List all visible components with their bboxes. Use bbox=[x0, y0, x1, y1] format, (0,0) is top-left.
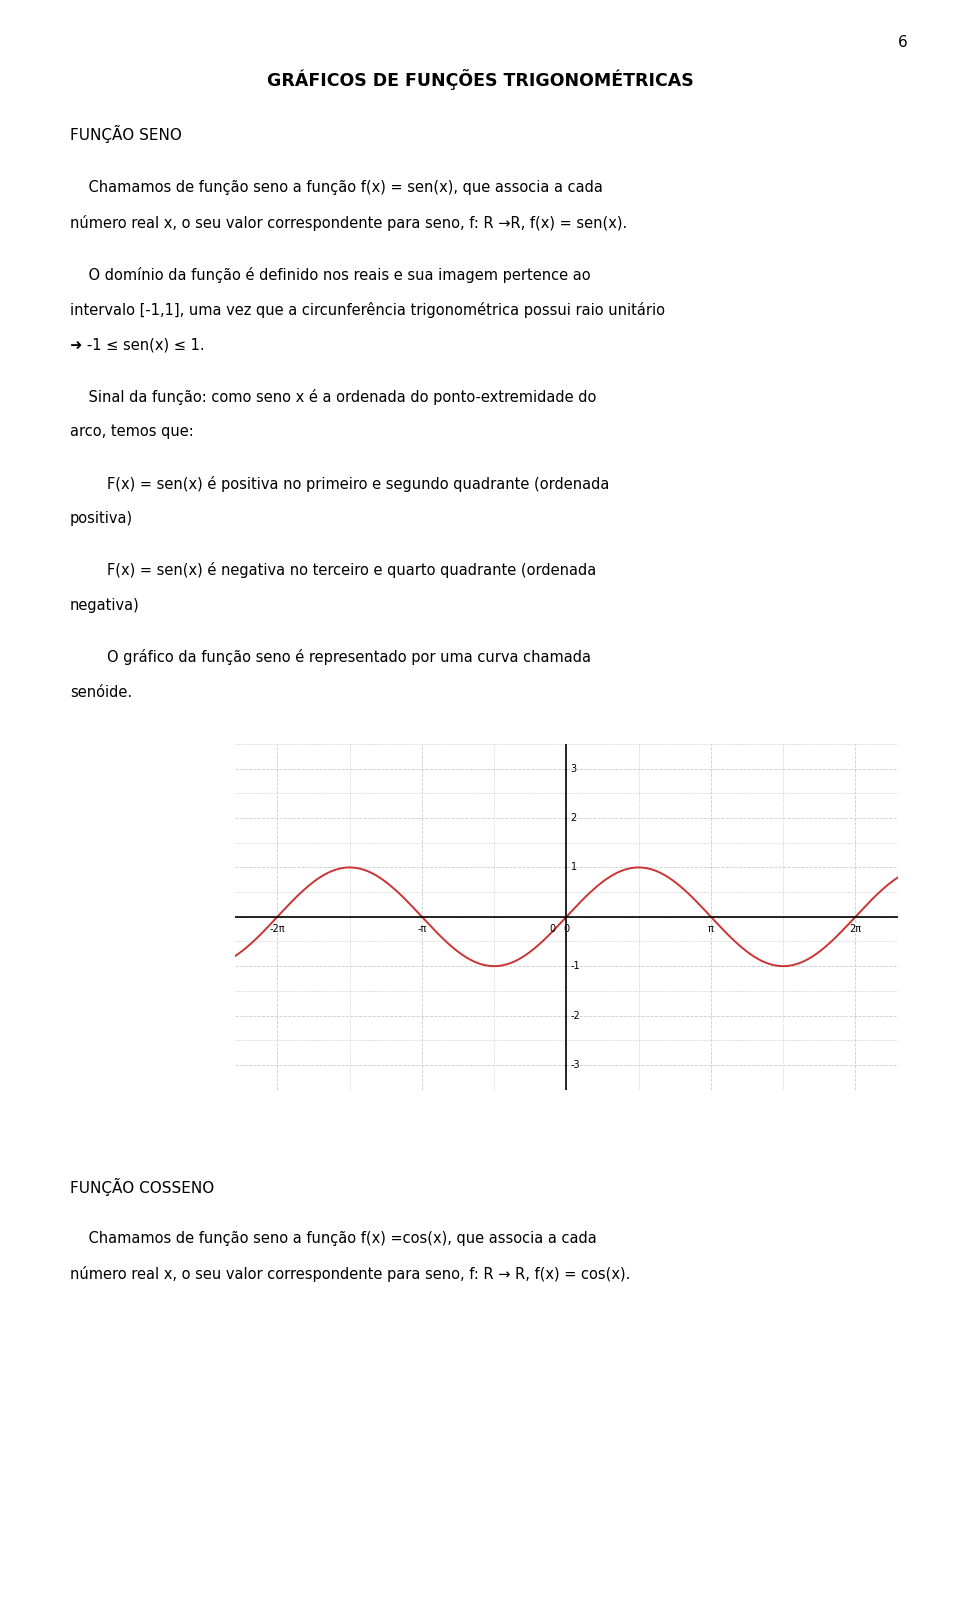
Text: π: π bbox=[708, 924, 714, 934]
Text: F(x) = sen(x) é positiva no primeiro e segundo quadrante (ordenada: F(x) = sen(x) é positiva no primeiro e s… bbox=[70, 476, 610, 492]
Text: -3: -3 bbox=[570, 1061, 580, 1070]
Text: Sinal da função: como seno x é a ordenada do ponto-extremidade do: Sinal da função: como seno x é a ordenad… bbox=[70, 389, 596, 405]
Text: O gráfico da função seno é representado por uma curva chamada: O gráfico da função seno é representado … bbox=[70, 649, 591, 665]
Text: GRÁFICOS DE FUNÇÕES TRIGONOMÉTRICAS: GRÁFICOS DE FUNÇÕES TRIGONOMÉTRICAS bbox=[267, 69, 693, 90]
Text: -2: -2 bbox=[570, 1011, 580, 1020]
Text: 3: 3 bbox=[570, 763, 577, 773]
Text: O domínio da função é definido nos reais e sua imagem pertence ao: O domínio da função é definido nos reais… bbox=[70, 267, 590, 283]
Text: 0: 0 bbox=[564, 924, 569, 934]
Text: número real x, o seu valor correspondente para seno, f: R →R, f(x) = sen(x).: número real x, o seu valor correspondent… bbox=[70, 215, 627, 231]
Text: Chamamos de função seno a função f(x) = sen(x), que associa a cada: Chamamos de função seno a função f(x) = … bbox=[70, 180, 603, 194]
Text: negativa): negativa) bbox=[70, 598, 140, 612]
Text: 6: 6 bbox=[898, 34, 907, 50]
Text: 2π: 2π bbox=[850, 924, 861, 934]
Text: arco, temos que:: arco, temos que: bbox=[70, 424, 194, 439]
Text: senóide.: senóide. bbox=[70, 685, 132, 699]
Text: número real x, o seu valor correspondente para seno, f: R → R, f(x) = cos(x).: número real x, o seu valor correspondent… bbox=[70, 1266, 631, 1282]
Text: positiva): positiva) bbox=[70, 511, 133, 525]
Text: -2π: -2π bbox=[270, 924, 285, 934]
Text: 2: 2 bbox=[570, 813, 577, 823]
Text: ➜ -1 ≤ sen(x) ≤ 1.: ➜ -1 ≤ sen(x) ≤ 1. bbox=[70, 337, 204, 352]
Text: -1: -1 bbox=[570, 961, 580, 971]
Text: FUNÇÃO COSSENO: FUNÇÃO COSSENO bbox=[70, 1178, 214, 1196]
Text: intervalo [-1,1], uma vez que a circunferência trigonométrica possui raio unitár: intervalo [-1,1], uma vez que a circunfe… bbox=[70, 302, 665, 318]
Text: F(x) = sen(x) é negativa no terceiro e quarto quadrante (ordenada: F(x) = sen(x) é negativa no terceiro e q… bbox=[70, 562, 596, 579]
Text: -π: -π bbox=[418, 924, 426, 934]
Text: FUNÇÃO SENO: FUNÇÃO SENO bbox=[70, 125, 182, 143]
Text: 1: 1 bbox=[570, 863, 577, 873]
Text: Chamamos de função seno a função f(x) =cos(x), que associa a cada: Chamamos de função seno a função f(x) =c… bbox=[70, 1231, 597, 1245]
Text: 0: 0 bbox=[549, 924, 555, 934]
